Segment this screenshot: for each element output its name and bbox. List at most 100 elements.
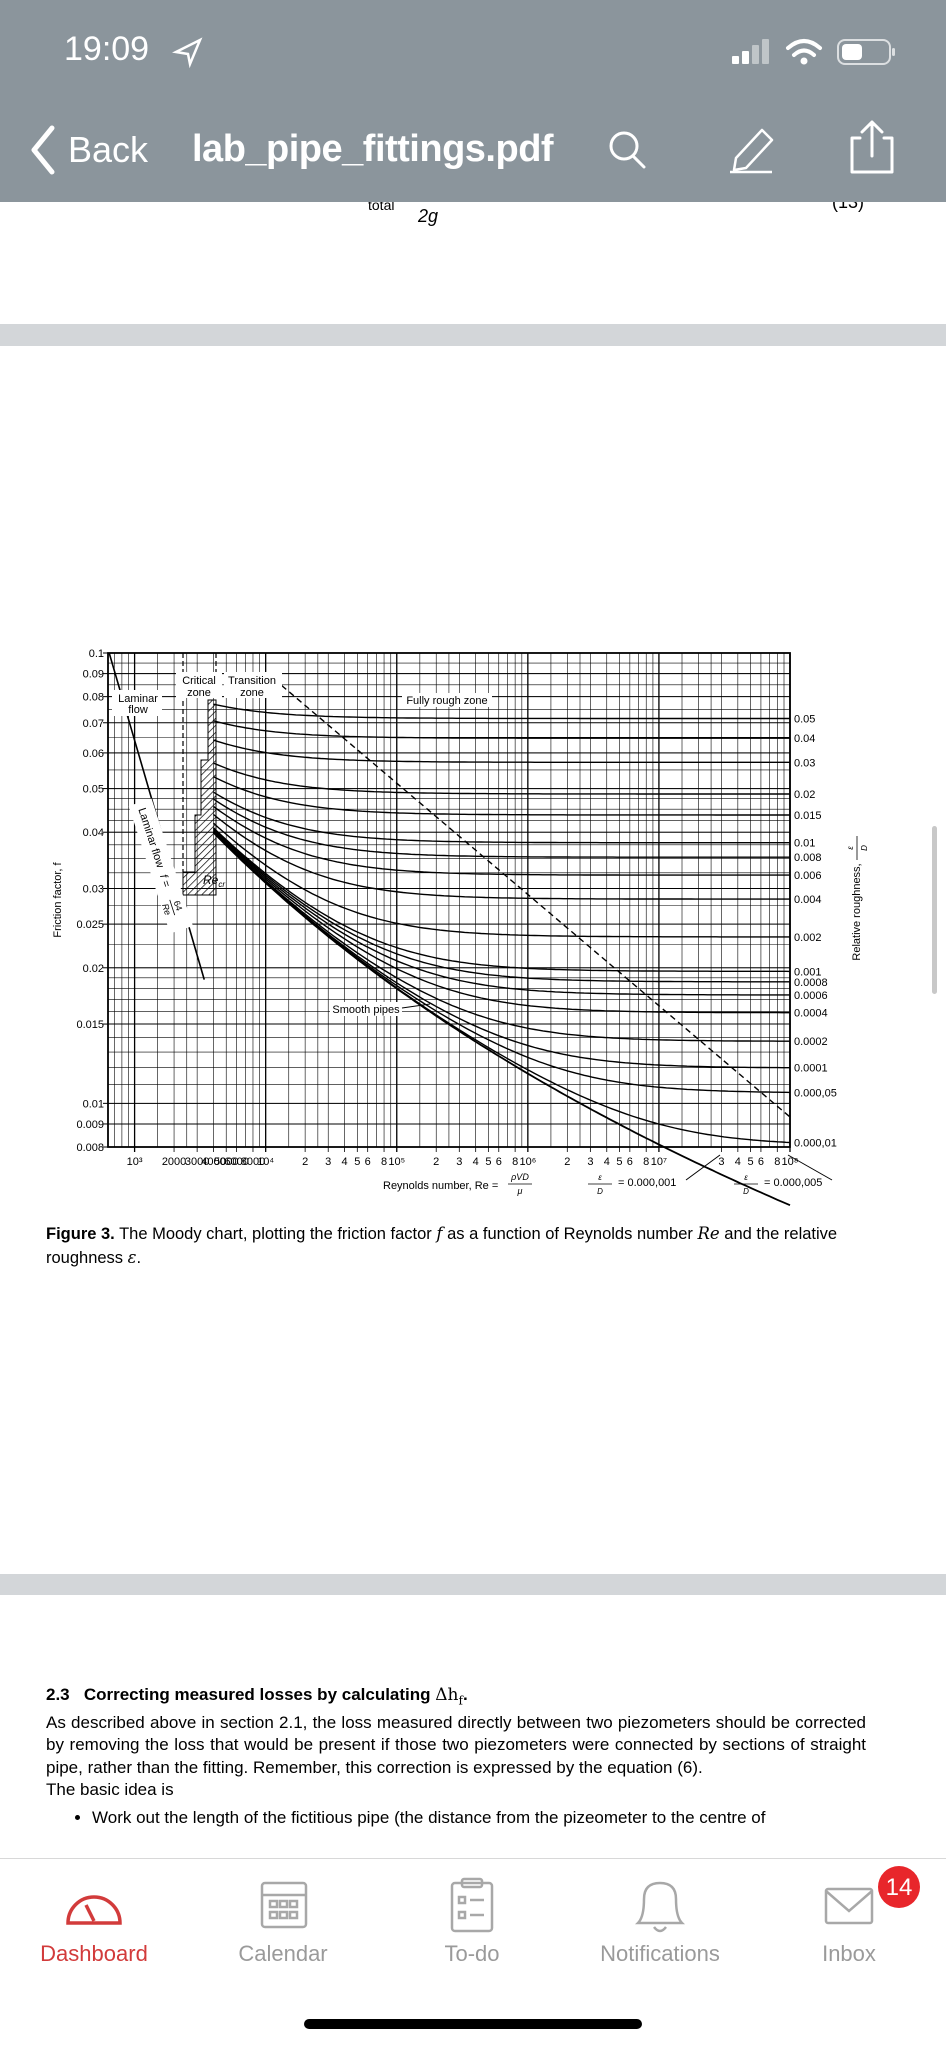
y-axis-label: Friction factor, f	[52, 861, 64, 937]
paragraph: As described above in section 2.1, the l…	[46, 1712, 866, 1777]
equation-fragment: 2g	[417, 206, 438, 226]
roughness-curve	[213, 830, 790, 1014]
roughness-label: 0.01	[794, 838, 815, 850]
fraction-bar	[169, 899, 176, 916]
plot-frame	[107, 652, 791, 1148]
zone-label: Recr	[203, 873, 225, 889]
search-icon[interactable]	[609, 131, 639, 161]
y-tick-label: 0.09	[83, 669, 104, 681]
x-tick-label: 2	[302, 1156, 308, 1168]
x-tick-label: 5	[747, 1156, 753, 1168]
x-tick-label: 10⁶	[519, 1156, 536, 1168]
label-leader	[401, 1003, 431, 1009]
zone-label: flow	[128, 704, 148, 716]
section-number: 2.3	[46, 1685, 70, 1704]
roughness-label: 0.0006	[794, 990, 828, 1002]
section: 2.3 Correcting measured losses by calcul…	[46, 1684, 866, 1830]
heading-text: Correcting measured losses by calculatin…	[83, 1685, 431, 1704]
y-tick-label: 0.1	[89, 648, 104, 660]
header-icons	[31, 37, 895, 175]
y-tick-label: 0.01	[83, 1098, 104, 1110]
zone-label-sub: cr	[218, 880, 225, 889]
x-tick-label: 2	[564, 1156, 570, 1168]
roughness-curve	[213, 720, 790, 739]
y-tick-label: 0.009	[76, 1119, 104, 1131]
zone-label: Critical	[182, 675, 216, 687]
annotate-icon[interactable]	[730, 128, 774, 174]
roughness-label: 0.0001	[794, 1063, 828, 1075]
fraction-den: D	[743, 1187, 749, 1196]
math: Δh	[435, 1685, 459, 1705]
tab-label[interactable]: Inbox	[822, 1941, 876, 1966]
roughness-axis-text: Relative roughness,	[851, 863, 863, 960]
x-tick-label: 4	[473, 1156, 479, 1168]
back-chevron[interactable]	[31, 125, 55, 175]
y-tick-label: 0.04	[83, 827, 104, 839]
tab-label[interactable]: Calendar	[238, 1941, 328, 1966]
x-tick-label: 10⁷	[651, 1156, 667, 1168]
heading-end: .	[462, 1685, 468, 1704]
x-tick-label: 6	[627, 1156, 633, 1168]
badge-count: 14	[886, 1874, 913, 1901]
x-tick-label: 10³	[127, 1156, 143, 1168]
bullet-list: Work out the length of the fictitious pi…	[46, 1807, 866, 1829]
x-tick-label: 5	[485, 1156, 491, 1168]
tab-icons: 14	[66, 1866, 920, 2029]
top-bar: 19:09 Back lab_pipe_fittings.pdf	[0, 0, 946, 202]
x-tick-label: 6	[496, 1156, 502, 1168]
x-tick-label: 3	[456, 1156, 462, 1168]
tab-label[interactable]: Dashboard	[40, 1941, 148, 1966]
fraction-den: D	[597, 1187, 603, 1196]
math-sub: f	[458, 1693, 463, 1708]
roughness-label: 0.0002	[794, 1036, 828, 1048]
x-tick-label: 3	[587, 1156, 593, 1168]
paragraph: The basic idea is	[46, 1780, 174, 1800]
section-heading: 2.3 Correcting measured losses by calcul…	[46, 1684, 866, 1712]
rough-boundary	[273, 678, 791, 1118]
caption-text: as a function of Reynolds number	[442, 1225, 698, 1243]
roughness-label: 0.006	[794, 870, 822, 882]
y-tick-label: 0.015	[76, 1019, 104, 1031]
roughness-label: 0.000,01	[794, 1137, 837, 1149]
tab-label[interactable]: Notifications	[600, 1941, 720, 1966]
tab-label[interactable]: To-do	[444, 1941, 500, 1966]
x-tick-label: 8	[381, 1156, 387, 1168]
roughness-curve	[213, 829, 790, 996]
roughness-label: 0.001	[794, 966, 822, 978]
y-tick-label: 0.05	[83, 784, 104, 796]
roughness-curve	[213, 805, 790, 876]
page-separator	[0, 1574, 946, 1595]
label-bg	[402, 693, 492, 707]
laminar-label-lhs: f =	[157, 873, 172, 889]
roughness-curve	[213, 762, 790, 795]
y-tick-label: 0.025	[76, 919, 104, 931]
roughness-curve	[213, 827, 791, 973]
annotation-arrow	[787, 1154, 833, 1181]
roughness-label: 0.0004	[794, 1008, 828, 1020]
caption-text: Re	[697, 1224, 720, 1243]
figure-caption: Figure 3. The Moody chart, plotting the …	[46, 1222, 876, 1270]
back-button[interactable]: Back	[68, 129, 149, 170]
caption-text: f	[436, 1224, 443, 1243]
scroll-indicator	[932, 826, 937, 994]
label-bg	[112, 690, 162, 716]
location-icon	[172, 37, 203, 69]
share-icon[interactable]	[850, 120, 894, 174]
y-tick-label: 0.03	[83, 883, 104, 895]
x-tick-label: 4000	[201, 1156, 225, 1168]
x-tick-label: 4	[604, 1156, 610, 1168]
calendar-icon	[260, 1881, 308, 1929]
roughness-label: 0.000,05	[794, 1087, 837, 1099]
x-tick-label: 2	[433, 1156, 439, 1168]
fraction-num: ε	[598, 1173, 602, 1182]
dashboard-icon	[66, 1895, 122, 1925]
roughness-curve	[213, 813, 790, 900]
roughness-curve	[213, 798, 790, 858]
roughness-curve	[212, 831, 791, 1094]
roughness-label: 0.008	[794, 852, 822, 864]
document-title: lab_pipe_fittings.pdf	[192, 128, 554, 170]
inbox-icon	[824, 1887, 874, 1925]
x-tick-label: 6000	[224, 1156, 248, 1168]
bell-icon	[634, 1881, 686, 1933]
